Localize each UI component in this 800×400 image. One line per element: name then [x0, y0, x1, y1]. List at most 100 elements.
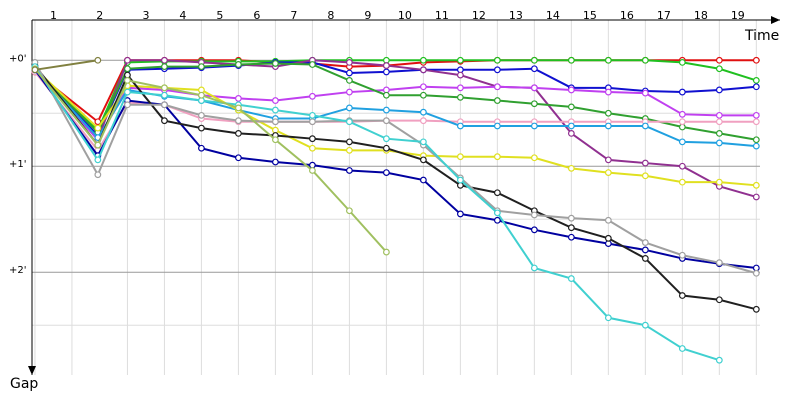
point [715, 259, 723, 267]
point [493, 83, 501, 91]
point [604, 169, 612, 176]
point [604, 216, 612, 224]
x-axis-label: Time [744, 28, 779, 44]
point [678, 178, 686, 186]
point [678, 58, 686, 66]
series-line [34, 68, 388, 253]
lap-label: 15 [583, 9, 597, 22]
point [161, 63, 168, 71]
point [382, 62, 390, 69]
point [715, 296, 723, 304]
point [235, 95, 242, 102]
point [309, 118, 316, 126]
point [567, 122, 575, 130]
point [198, 91, 205, 99]
point [346, 146, 353, 154]
point [419, 156, 427, 164]
point [567, 214, 575, 222]
point [493, 56, 501, 64]
point [161, 91, 168, 99]
point [346, 104, 353, 112]
point [346, 69, 353, 77]
series-line [34, 61, 757, 138]
point [530, 65, 538, 73]
x-axis-arrow [771, 16, 780, 24]
point [94, 124, 102, 132]
point [124, 101, 131, 109]
point [678, 162, 686, 170]
point [530, 84, 538, 92]
point [641, 321, 649, 329]
point [715, 178, 723, 186]
point [419, 56, 427, 64]
point [715, 356, 723, 364]
series-line [34, 69, 757, 142]
series-line [34, 64, 757, 311]
lap-label: 18 [694, 9, 708, 22]
point [309, 61, 316, 68]
point [346, 118, 353, 126]
point [752, 111, 760, 119]
point [419, 117, 427, 125]
point [567, 233, 575, 241]
point [235, 117, 242, 125]
point [272, 106, 279, 114]
point [235, 129, 242, 137]
point [678, 292, 686, 299]
point [382, 144, 390, 152]
point [752, 269, 760, 277]
point [641, 255, 649, 262]
point [198, 63, 205, 71]
point [715, 111, 723, 119]
lap-label: 10 [398, 9, 412, 22]
y-axis-arrow [28, 366, 36, 375]
point [752, 181, 760, 189]
point [346, 138, 353, 146]
point [419, 108, 427, 116]
point [604, 234, 612, 242]
point [94, 56, 102, 64]
point [94, 156, 102, 164]
point [382, 106, 390, 114]
point [309, 144, 316, 152]
y-tick-label: +0' [9, 53, 27, 64]
point [641, 122, 649, 130]
point [752, 305, 760, 313]
lap-label: 5 [216, 9, 223, 22]
point [604, 122, 612, 130]
point [124, 65, 131, 73]
point [272, 136, 279, 144]
point [235, 61, 242, 68]
point [752, 56, 760, 64]
point [530, 264, 538, 272]
point [456, 153, 464, 161]
point [493, 189, 501, 197]
point [678, 345, 686, 352]
point [309, 135, 316, 143]
point [641, 172, 649, 180]
point [309, 167, 316, 174]
point [419, 66, 427, 74]
point [715, 139, 723, 147]
point [530, 100, 538, 108]
point [272, 118, 279, 126]
point [567, 103, 575, 111]
series-line [34, 59, 757, 198]
point [715, 86, 723, 94]
lap-label: 11 [435, 9, 449, 22]
point [456, 210, 464, 218]
point [530, 226, 538, 234]
point [124, 88, 131, 96]
point [419, 138, 427, 146]
lap-label: 8 [327, 9, 334, 22]
point [161, 101, 168, 109]
point [346, 207, 353, 215]
point [641, 56, 649, 64]
point [198, 124, 205, 132]
point [382, 68, 390, 76]
point [235, 104, 242, 112]
point [493, 122, 501, 130]
y-tick-label: +2' [9, 265, 27, 276]
point [346, 77, 353, 84]
